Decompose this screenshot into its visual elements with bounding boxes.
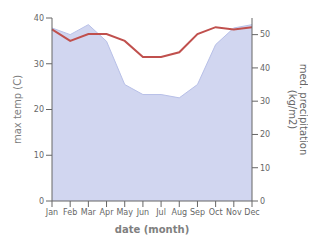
svg-text:Jun: Jun [136, 208, 150, 217]
svg-text:30: 30 [34, 60, 44, 69]
svg-text:30: 30 [260, 97, 270, 106]
svg-text:May: May [116, 208, 133, 217]
svg-text:Nov: Nov [226, 208, 242, 217]
svg-text:20: 20 [260, 130, 270, 139]
svg-text:Oct: Oct [209, 208, 223, 217]
svg-text:20: 20 [34, 105, 44, 114]
svg-text:40: 40 [260, 64, 270, 73]
svg-text:Sep: Sep [190, 208, 205, 217]
svg-text:Jul: Jul [155, 208, 166, 217]
svg-text:Feb: Feb [63, 208, 77, 217]
svg-text:Mar: Mar [81, 208, 97, 217]
svg-text:Jan: Jan [45, 208, 58, 217]
svg-text:0: 0 [39, 197, 44, 206]
svg-text:10: 10 [260, 164, 270, 173]
svg-text:0: 0 [260, 197, 265, 206]
svg-text:50: 50 [260, 30, 270, 39]
svg-text:40: 40 [34, 14, 44, 23]
svg-text:Dec: Dec [244, 208, 259, 217]
svg-text:max temp (C): max temp (C) [12, 75, 23, 144]
svg-text:date (month): date (month) [115, 224, 189, 235]
svg-text:med. precipitation(kg/m2): med. precipitation(kg/m2) [287, 64, 308, 156]
svg-text:Aug: Aug [171, 208, 187, 217]
svg-text:10: 10 [34, 151, 44, 160]
svg-text:Apr: Apr [100, 208, 115, 217]
